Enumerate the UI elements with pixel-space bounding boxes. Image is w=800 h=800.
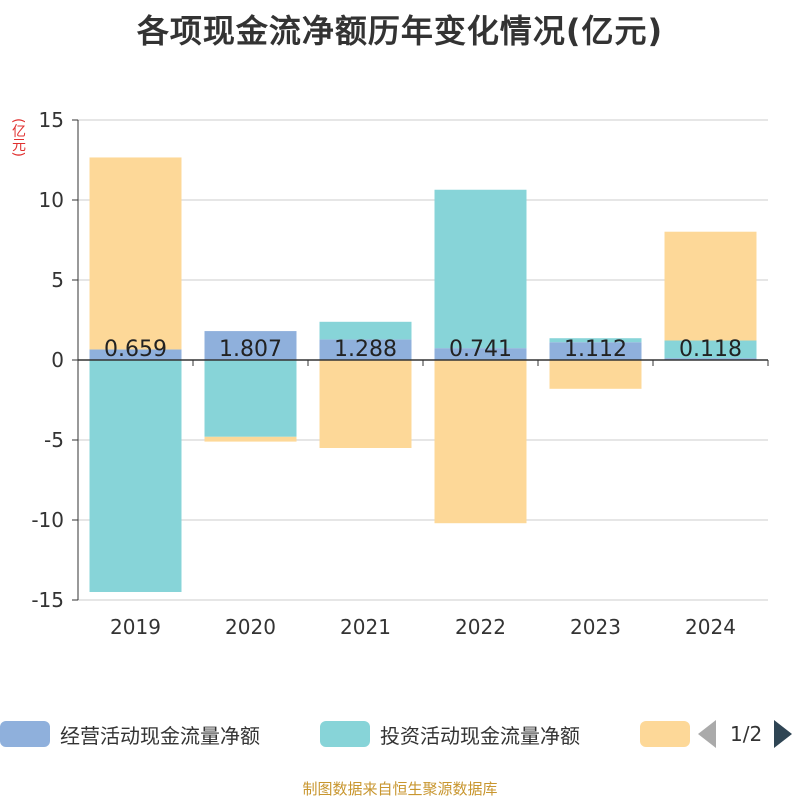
legend-swatch-third [640, 721, 690, 747]
y-tick-label-6: -15 [31, 588, 64, 612]
data-label-2019: 0.659 [104, 337, 167, 362]
data-label-2023: 1.112 [564, 337, 627, 362]
bar-series0-2022 [434, 348, 527, 360]
bar-series0-2021 [319, 339, 412, 360]
data-label-2020: 1.807 [219, 337, 282, 362]
data-label-2024: 0.118 [679, 337, 742, 362]
y-tick-label-2: 5 [51, 268, 64, 292]
bar-series1-2019 [89, 360, 182, 592]
legend: 经营活动现金流量净额 投资活动现金流量净额 1/2 [0, 716, 800, 752]
y-tick-label-3: 0 [51, 348, 64, 372]
legend-item-third[interactable] [640, 716, 700, 752]
bar-series0-2023 [549, 342, 642, 360]
legend-label-investing: 投资活动现金流量净额 [380, 723, 580, 748]
y-tick-label-4: -5 [44, 428, 64, 452]
legend-pager: 1/2 [698, 716, 793, 752]
legend-page-indicator: 1/2 [730, 722, 763, 746]
bar-chart: 15 10 5 0 -5 -10 -15 2019 2020 2021 2022 2023 2024 0.… [31, 108, 769, 639]
x-tick-label-2022: 2022 [455, 615, 506, 639]
legend-item-operating[interactable]: 经营活动现金流量净额 [0, 716, 260, 752]
x-tick-label-2019: 2019 [110, 615, 161, 639]
bar-series1-2022 [434, 189, 527, 349]
bar-series1-2024 [664, 340, 757, 359]
bar-series2-2023 [549, 360, 642, 389]
x-tick-label-2024: 2024 [685, 615, 736, 639]
x-tick-label-2020: 2020 [225, 615, 276, 639]
data-label-2022: 0.741 [449, 337, 512, 362]
bar-series0-2019 [89, 349, 182, 360]
chart-title: 各项现金流净额历年变化情况(亿元) [136, 12, 664, 50]
legend-next-page-icon[interactable] [774, 720, 793, 748]
legend-swatch-investing [320, 721, 370, 747]
bar-series1-2021 [319, 321, 412, 340]
bar-series2-2022 [434, 360, 527, 524]
bar-series0-2020 [204, 331, 297, 360]
legend-prev-page-icon[interactable] [698, 720, 716, 748]
bar-series2-2019 [89, 157, 182, 350]
x-tick-label-2023: 2023 [570, 615, 621, 639]
bar-series2-2024 [664, 231, 757, 341]
y-tick-label-5: -10 [31, 508, 64, 532]
data-label-2021: 1.288 [334, 337, 397, 362]
x-tick-label-2021: 2021 [340, 615, 391, 639]
y-tick-label-1: 10 [39, 188, 64, 212]
bar-series2-2021 [319, 360, 412, 448]
bar-series0-2024 [664, 358, 757, 360]
y-tick-label-0: 15 [39, 108, 64, 132]
legend-item-investing[interactable]: 投资活动现金流量净额 [320, 716, 580, 752]
bar-series1-2020 [204, 360, 297, 437]
y-axis-unit: (亿元) [10, 118, 26, 157]
legend-label-operating: 经营活动现金流量净额 [60, 723, 260, 748]
legend-swatch-operating [0, 721, 50, 747]
data-source-footer: 制图数据来自恒生聚源数据库 [302, 780, 498, 798]
bar-series1-2023 [549, 338, 642, 343]
bar-series2-2020 [204, 436, 297, 442]
